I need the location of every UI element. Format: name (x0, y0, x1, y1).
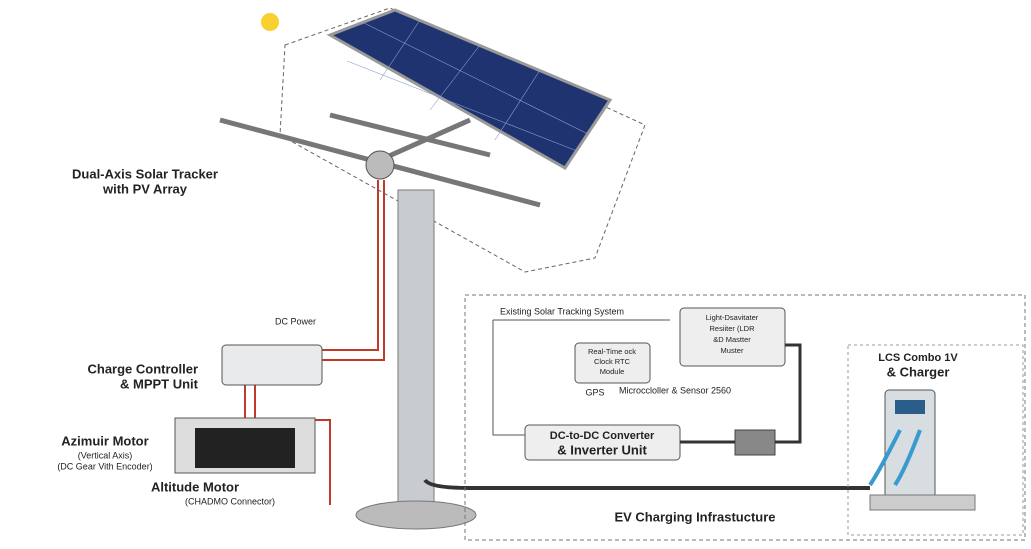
battery (195, 428, 295, 468)
charger-base (870, 495, 975, 510)
label: & Inverter Unit (557, 442, 647, 457)
label: GPS (585, 387, 604, 397)
sun (261, 13, 279, 31)
label: LCS Combo 1V (878, 352, 958, 364)
label: Charge Controller (87, 361, 198, 376)
label: DC Power (275, 316, 316, 326)
pole (398, 190, 434, 505)
label: Dual-Axis Solar Tracker (72, 166, 218, 181)
label: (DC Gear Vith Encoder) (57, 461, 152, 471)
label: Module (600, 367, 625, 376)
label: Existing Solar Tracking System (500, 306, 624, 316)
label: Real-Time ock (588, 347, 636, 356)
diagram: Dual-Axis Solar Tracker with PV Array DC… (0, 0, 1031, 549)
label: with PV Array (102, 181, 188, 196)
label: DC-to-DC Converter (550, 430, 655, 442)
label: Microccloller & Sensor 2560 (619, 385, 731, 395)
charger-screen (895, 400, 925, 414)
connector (735, 430, 775, 455)
label: & MPPT Unit (120, 376, 199, 391)
label: Muster (721, 346, 744, 355)
label: Altitude Motor (151, 479, 239, 494)
label: Azimuir Motor (61, 433, 148, 448)
charge-controller-box (222, 345, 322, 385)
label: (CHADMO Connector) (185, 496, 275, 506)
label: Resiiter (LDR (709, 324, 755, 333)
label: &D Mastter (713, 335, 751, 344)
pole-base (356, 501, 476, 529)
tracker-hub (366, 151, 394, 179)
label: & Charger (887, 364, 950, 379)
label: (Vertical Axis) (78, 450, 133, 460)
label: EV Charging Infrastucture (614, 509, 775, 524)
label: Clock RTC (594, 357, 631, 366)
label: Light-Dsavitater (706, 313, 759, 322)
